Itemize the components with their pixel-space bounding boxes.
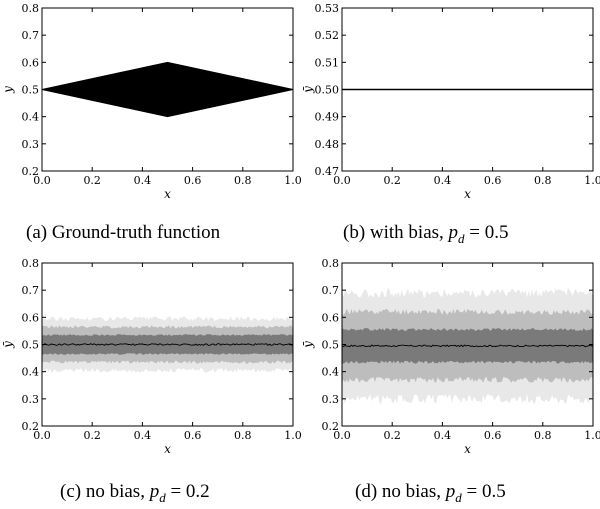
x-tick-label: 0.0 bbox=[33, 429, 51, 442]
y-tick-label: 0.5 bbox=[22, 84, 40, 97]
x-tick-label: 0.0 bbox=[333, 174, 351, 187]
y-tick-label: 0.48 bbox=[315, 138, 340, 151]
x-tick-label: 1.0 bbox=[584, 174, 600, 187]
caption-d-param-sub: d bbox=[455, 489, 462, 505]
y-tick-label: 0.5 bbox=[322, 339, 340, 352]
y-axis-label: ȳ bbox=[301, 341, 315, 349]
y-tick-label: 0.49 bbox=[315, 111, 340, 124]
panel-d-chart: 0.0 0.2 0.4 0.6 0.8 1.00.20.30.40.50.60.70.8x… bbox=[301, 257, 600, 456]
y-tick-label: 0.2 bbox=[22, 420, 40, 433]
x-tick-label: 1.0 bbox=[284, 429, 302, 442]
caption-d: (d) no bias, pd = 0.5 bbox=[355, 481, 506, 506]
x-tick-label: 0.6 bbox=[184, 429, 202, 442]
x-axis-label: x bbox=[164, 442, 171, 456]
caption-b-value: = 0.5 bbox=[469, 222, 509, 243]
y-tick-label: 0.53 bbox=[315, 2, 340, 15]
caption-c-param: p bbox=[149, 481, 160, 502]
x-tick-label: 0.0 bbox=[333, 429, 351, 442]
panel-c-chart: 0.0 0.2 0.4 0.6 0.8 1.00.20.30.40.50.60.70.8x… bbox=[1, 257, 302, 456]
y-axis-label: ȳ bbox=[301, 86, 315, 94]
y-tick-label: 0.2 bbox=[22, 165, 40, 178]
y-tick-label: 0.6 bbox=[322, 311, 340, 324]
y-tick-label: 0.5 bbox=[22, 339, 40, 352]
y-tick-label: 0.7 bbox=[22, 29, 40, 42]
y-axis-label: ȳ bbox=[1, 341, 15, 349]
caption-c-param-sub: d bbox=[159, 489, 166, 505]
y-tick-label: 0.8 bbox=[22, 257, 40, 270]
uncertainty-band-3 bbox=[42, 334, 293, 355]
x-tick-label: 0.6 bbox=[484, 429, 502, 442]
x-tick-label: 0.8 bbox=[234, 174, 252, 187]
caption-c: (c) no bias, pd = 0.2 bbox=[60, 481, 210, 506]
y-tick-label: 0.47 bbox=[315, 165, 340, 178]
y-tick-label: 0.4 bbox=[322, 366, 340, 379]
x-tick-label: 0.6 bbox=[184, 174, 202, 187]
function-region bbox=[41, 61, 294, 118]
y-tick-label: 0.8 bbox=[322, 257, 340, 270]
x-axis-label: x bbox=[464, 187, 471, 201]
y-tick-label: 0.2 bbox=[322, 420, 340, 433]
y-axis-label: y bbox=[1, 86, 15, 94]
x-tick-label: 1.0 bbox=[584, 429, 600, 442]
x-tick-label: 0.8 bbox=[534, 174, 552, 187]
caption-b-text: (b) with bias, bbox=[343, 222, 444, 243]
x-tick-label: 0.8 bbox=[534, 429, 552, 442]
x-tick-label: 0.4 bbox=[434, 429, 452, 442]
caption-b-param-sub: d bbox=[458, 230, 465, 246]
caption-b-param: p bbox=[448, 222, 459, 243]
x-axis-label: x bbox=[464, 442, 471, 456]
mean-line bbox=[41, 343, 294, 346]
x-tick-label: 0.4 bbox=[134, 429, 152, 442]
caption-a: (a) Ground-truth function bbox=[26, 222, 221, 243]
x-tick-label: 0.0 bbox=[33, 174, 51, 187]
caption-c-text: (c) no bias, bbox=[60, 481, 145, 502]
caption-c-value: = 0.2 bbox=[170, 481, 210, 502]
caption-d-param: p bbox=[445, 481, 456, 502]
y-tick-label: 0.4 bbox=[22, 366, 40, 379]
x-tick-label: 0.8 bbox=[234, 429, 252, 442]
y-tick-label: 0.3 bbox=[322, 393, 340, 406]
x-axis-label: x bbox=[164, 187, 171, 201]
caption-d-value: = 0.5 bbox=[466, 481, 506, 502]
x-tick-label: 0.4 bbox=[134, 174, 152, 187]
x-tick-label: 1.0 bbox=[284, 174, 302, 187]
plot-area bbox=[341, 288, 594, 404]
y-tick-label: 0.52 bbox=[315, 29, 340, 42]
y-tick-label: 0.51 bbox=[315, 56, 340, 69]
panel-b-chart: 0.0 0.2 0.4 0.6 0.8 1.0 0.47 0.48 0.49 0.50 0.51 0.… bbox=[301, 2, 600, 201]
y-tick-label: 0.7 bbox=[322, 284, 340, 297]
x-tick-label: 0.2 bbox=[383, 429, 401, 442]
y-tick-label: 0.6 bbox=[22, 56, 40, 69]
y-tick-label: 0.3 bbox=[22, 393, 40, 406]
y-tick-label: 0.4 bbox=[22, 111, 40, 124]
x-tick-label: 0.2 bbox=[83, 429, 101, 442]
x-tick-label: 0.2 bbox=[83, 174, 101, 187]
y-tick-label: 0.6 bbox=[22, 311, 40, 324]
plot-area bbox=[41, 316, 294, 373]
y-tick-label: 0.8 bbox=[22, 2, 40, 15]
x-tick-label: 0.4 bbox=[434, 174, 452, 187]
y-tick-label: 0.50 bbox=[315, 84, 340, 97]
caption-b: (b) with bias, pd = 0.5 bbox=[343, 222, 509, 247]
caption-d-text: (d) no bias, bbox=[355, 481, 442, 502]
y-tick-label: 0.7 bbox=[22, 284, 40, 297]
x-tick-label: 0.6 bbox=[484, 174, 502, 187]
mean-line bbox=[341, 344, 594, 348]
panel-a-chart: 0.0 0.2 0.4 0.6 0.8 1.00.20.30.40.50.60.70.8x… bbox=[1, 2, 302, 201]
x-tick-label: 0.2 bbox=[383, 174, 401, 187]
plot-area bbox=[41, 61, 294, 118]
y-tick-label: 0.3 bbox=[22, 138, 40, 151]
